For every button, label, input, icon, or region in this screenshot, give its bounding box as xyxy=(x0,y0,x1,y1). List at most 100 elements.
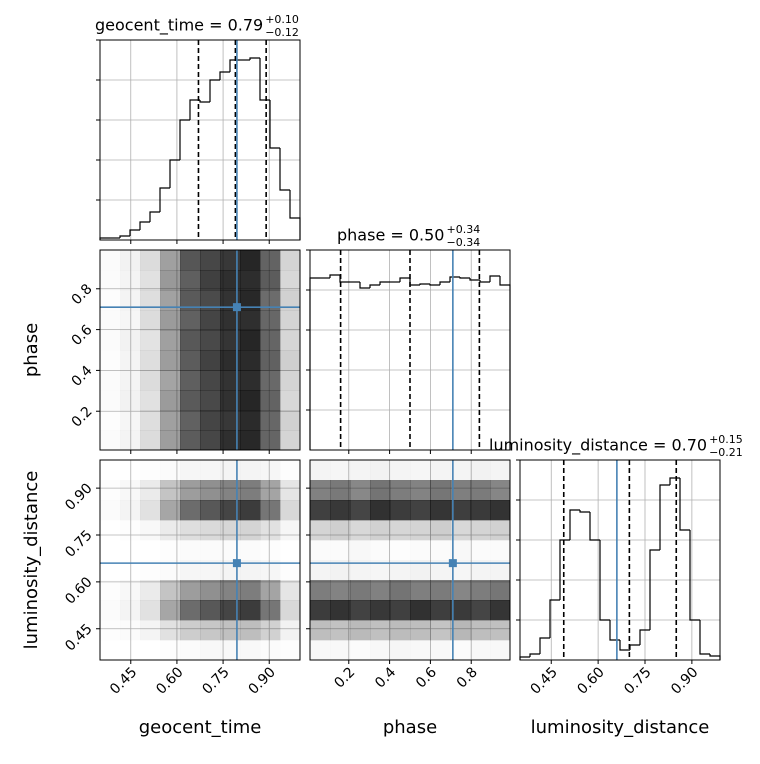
density-cell xyxy=(240,390,261,411)
density-cell xyxy=(200,620,221,641)
title-upper-error: +0.15 xyxy=(709,433,743,446)
density-cell xyxy=(240,640,260,660)
density-cell xyxy=(350,620,371,641)
histogram-step xyxy=(169,159,180,188)
density-cell xyxy=(100,520,120,540)
density-cell xyxy=(140,480,161,501)
density-cell xyxy=(240,540,260,560)
density-cell xyxy=(160,330,181,351)
density-cell xyxy=(370,640,390,660)
density-cell xyxy=(370,500,391,521)
density-cell xyxy=(260,250,281,271)
density-cell xyxy=(100,540,120,560)
density-cell xyxy=(240,460,261,481)
density-cell xyxy=(430,520,451,541)
density-cell xyxy=(140,640,160,660)
density-cell xyxy=(160,410,181,431)
histogram-step xyxy=(539,637,550,654)
density-cell xyxy=(120,350,141,371)
histogram-step xyxy=(369,284,380,288)
density-cell xyxy=(180,540,200,560)
density-cell xyxy=(200,250,221,271)
density-cell xyxy=(160,310,181,331)
histogram-step xyxy=(329,274,340,278)
histogram-step xyxy=(599,540,610,621)
density-cell xyxy=(220,310,241,331)
density-cell xyxy=(100,410,120,430)
density-cell xyxy=(260,580,281,601)
density-cell xyxy=(280,460,300,480)
density-cell xyxy=(470,560,491,581)
density-cell xyxy=(350,560,371,581)
density-cell xyxy=(430,500,451,521)
panel-title: phase = 0.50 xyxy=(337,226,444,245)
density-cell xyxy=(140,290,161,311)
density-cell xyxy=(330,540,350,560)
histogram-step xyxy=(189,99,200,120)
density-cell xyxy=(280,520,300,540)
density-cell xyxy=(430,460,451,481)
density-cell xyxy=(200,270,221,291)
density-cell xyxy=(120,410,140,430)
density-cell xyxy=(200,370,221,391)
histogram-step xyxy=(569,509,580,540)
density-cell xyxy=(280,640,300,660)
density-cell xyxy=(240,560,261,581)
density-cell xyxy=(490,500,511,521)
density-cell xyxy=(200,410,221,431)
density-cell xyxy=(310,560,331,581)
density-cell xyxy=(350,480,371,501)
density-cell xyxy=(160,520,181,541)
density-cell xyxy=(410,560,431,581)
density-cell xyxy=(330,640,350,660)
density-cell xyxy=(180,600,201,621)
density-cell xyxy=(100,270,120,290)
density-cell xyxy=(200,330,221,351)
density-cell xyxy=(120,250,141,271)
y-axis-label: luminosity_distance xyxy=(21,471,42,650)
density-cell xyxy=(470,500,491,521)
density-cell xyxy=(410,500,431,521)
density-cell xyxy=(100,500,120,520)
histogram-step xyxy=(439,281,450,285)
density-cell xyxy=(200,640,220,660)
density-cell xyxy=(240,580,261,601)
density-cell xyxy=(100,580,120,600)
density-cell xyxy=(220,250,241,271)
density-cell xyxy=(390,540,410,560)
density-cell xyxy=(310,500,331,521)
density-cell xyxy=(350,580,371,601)
density-cell xyxy=(260,460,280,480)
density-cell xyxy=(390,580,411,601)
histogram-step xyxy=(459,277,470,279)
density-cell xyxy=(330,560,351,581)
density-cell xyxy=(280,390,301,411)
density-cell xyxy=(180,480,201,501)
density-cell xyxy=(240,370,261,391)
density-cell xyxy=(390,460,411,481)
density-cell xyxy=(100,600,120,620)
density-cell xyxy=(200,310,221,331)
density-cell xyxy=(200,350,221,371)
density-cell xyxy=(160,580,181,601)
title-upper-error: +0.10 xyxy=(265,13,299,26)
density-cell xyxy=(200,500,221,521)
density-cell xyxy=(280,310,301,331)
density-cell xyxy=(160,600,181,621)
density-cell xyxy=(260,310,281,331)
histogram-step xyxy=(449,276,460,282)
histogram-step xyxy=(689,530,700,621)
density-cell xyxy=(280,290,301,311)
histogram-step xyxy=(219,71,230,80)
histogram-step xyxy=(399,277,410,282)
density-cell xyxy=(220,430,241,451)
density-cell xyxy=(160,480,181,501)
density-cell xyxy=(100,350,120,370)
density-cell xyxy=(410,540,430,560)
density-cell xyxy=(240,350,261,371)
histogram-step xyxy=(559,539,570,600)
density-cell xyxy=(180,330,201,351)
density-cell xyxy=(330,600,351,621)
x-axis-label: phase xyxy=(383,717,437,738)
density-cell xyxy=(430,640,450,660)
